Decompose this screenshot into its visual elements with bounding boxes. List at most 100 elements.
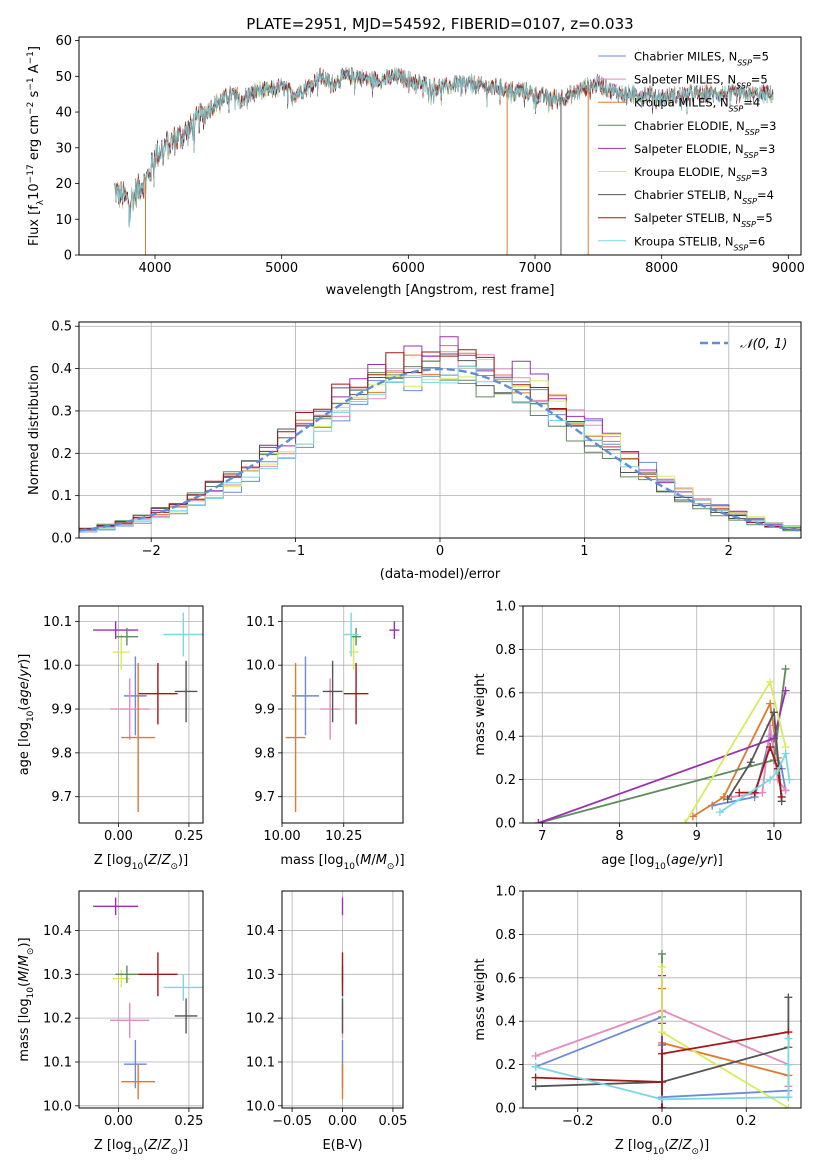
- series-marker: [658, 1077, 666, 1086]
- y-axis-label: age [log10(age/yr)]: [17, 654, 36, 776]
- legend-label: Salpeter MILES, NSSP=5: [634, 73, 768, 91]
- series-marker: [758, 788, 767, 797]
- series-marker: [777, 792, 786, 801]
- series-marker: [531, 1073, 540, 1082]
- y-tick-label: 0: [64, 249, 72, 264]
- series-marker: [723, 795, 732, 804]
- series-marker: [769, 708, 778, 717]
- x-tick-label: 0.05: [378, 1114, 407, 1129]
- series-marker: [658, 1028, 666, 1037]
- series: [531, 1034, 793, 1104]
- label-part: Z [log: [615, 1138, 653, 1153]
- label-part: mass weight: [473, 958, 488, 1040]
- data-point: [115, 627, 139, 646]
- plot-area: [93, 897, 203, 1100]
- y-tick-label: 10: [55, 213, 72, 228]
- y-tick-label: 0.5: [51, 320, 72, 335]
- label-part: 10: [132, 862, 144, 872]
- x-axis-label: (data-model)/error: [380, 567, 501, 582]
- x-tick-label: 2: [725, 544, 733, 559]
- data-point: [285, 662, 306, 813]
- y-tick-label: 0.0: [495, 1102, 516, 1117]
- label-part: )]: [17, 937, 32, 947]
- label-part: /: [17, 966, 32, 971]
- series-marker: [688, 812, 697, 821]
- x-axis-label: mass [log10(M/M⊙)]: [280, 853, 404, 872]
- legend-label-part: Chabrier STELIB, N: [634, 188, 742, 202]
- legend-label-part: =5: [752, 50, 769, 64]
- x-tick-label: 0.25: [174, 1114, 203, 1129]
- x-tick-label: 4000: [138, 261, 171, 276]
- series: [531, 993, 793, 1091]
- data-point: [348, 634, 359, 670]
- series: [534, 686, 790, 823]
- label-part: Z: [147, 853, 158, 868]
- y-tick-label: 9.8: [51, 746, 72, 761]
- series-line: [535, 1031, 789, 1108]
- label-part: −1: [26, 77, 36, 90]
- series-marker: [766, 677, 775, 686]
- label-part: )]: [178, 853, 188, 868]
- label-part: age: [671, 853, 695, 868]
- y-tick-label: 10.3: [246, 968, 275, 983]
- legend-label: Chabrier MILES, NSSP=5: [634, 50, 769, 68]
- x-axis-label: age [log10(age/yr)]: [601, 853, 723, 872]
- data-point: [343, 662, 369, 725]
- series-marker: [784, 1093, 793, 1102]
- label-part: ⊙: [26, 948, 36, 956]
- plot-area: [285, 612, 400, 813]
- x-tick-label: 6000: [392, 261, 425, 276]
- label-part: (: [355, 853, 360, 868]
- label-part: Z [log: [94, 1138, 132, 1153]
- x-tick-label: 10.25: [325, 829, 362, 844]
- series-marker: [658, 1049, 666, 1058]
- normal-curve: [79, 367, 801, 532]
- legend-label: Kroupa ELODIE, NSSP=3: [634, 165, 768, 183]
- y-tick-label: 10.2: [246, 1012, 275, 1027]
- label-part: ⊙: [170, 1147, 178, 1157]
- plot-area: [79, 336, 801, 533]
- label-part: ]: [27, 46, 42, 51]
- y-tick-label: 9.7: [254, 790, 275, 805]
- y-tick-label: 9.9: [254, 703, 275, 718]
- data-point: [351, 627, 362, 646]
- label-part: A: [27, 64, 42, 77]
- series-marker: [715, 808, 724, 817]
- label-part: M: [17, 955, 32, 966]
- y-axis-label: mass [log10(M/M⊙)]: [17, 937, 36, 1061]
- data-point: [389, 621, 400, 639]
- y-tick-label: 10.1: [43, 615, 72, 630]
- y-tick-label: 10.2: [43, 1012, 72, 1027]
- panel-mass_vs_EBV: −0.05 0.00 0.05 10.0 10.1 10.2 10.3 10.4 E(B-V): [246, 890, 407, 1153]
- panels: 4000 5000 6000 7000 8000 90000102030405060wav…: [17, 34, 805, 1157]
- y-tick-label: 10.3: [43, 968, 72, 983]
- axes-frame: [522, 605, 802, 824]
- series-marker: [658, 1104, 666, 1108]
- label-part: /: [695, 853, 700, 868]
- series-marker: [781, 786, 790, 795]
- y-tick-label: 0.6: [495, 971, 516, 986]
- x-tick-label: 9000: [772, 261, 805, 276]
- x-tick-label: 1: [580, 544, 588, 559]
- plot-area: [531, 949, 793, 1108]
- data-point: [110, 1002, 150, 1038]
- label-part: (: [17, 706, 32, 711]
- y-tick-label: 10.0: [246, 1099, 275, 1114]
- label-part: mass weight: [473, 673, 488, 755]
- y-tick-label: 0.1: [51, 489, 72, 504]
- label-part: wavelength [Angstrom, rest frame]: [326, 283, 555, 298]
- y-tick-label: 10.0: [43, 1099, 72, 1114]
- panel-age_vs_Z: 0.00 0.259.79.89.910.010.1Z [log10(Z/Z⊙)]…: [17, 605, 204, 872]
- legend-label-part: =4: [757, 188, 774, 202]
- legend-label: Kroupa MILES, NSSP=4: [634, 96, 760, 114]
- label-part: Z: [147, 1138, 158, 1153]
- data-point: [115, 965, 139, 984]
- data-point: [124, 656, 147, 736]
- data-point: [291, 656, 320, 736]
- legend-label-part: Chabrier ELODIE, N: [634, 119, 745, 133]
- plot-area: [534, 664, 794, 823]
- series-marker: [766, 699, 775, 708]
- y-tick-label: 1.0: [495, 885, 516, 900]
- label-part: 10: [653, 1147, 665, 1157]
